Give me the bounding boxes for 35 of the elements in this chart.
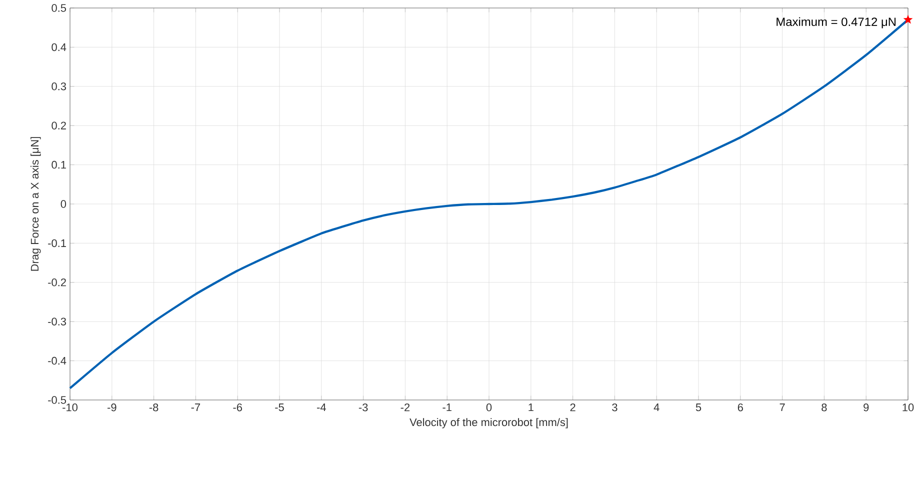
y-tick-label: 0.3 — [52, 82, 66, 90]
x-tick-label: 3 — [612, 404, 618, 412]
y-tick-label: -0.3 — [48, 318, 66, 326]
y-tick-label: -0.4 — [48, 356, 66, 365]
x-tick-label: 8 — [822, 404, 827, 412]
annotation: Maximum = 0.4712 μN — [776, 17, 896, 28]
x-tick-label: -2 — [400, 404, 410, 412]
x-axis-title: Velocity of the microrobot [mm/s] — [410, 418, 568, 428]
x-tick-label: -8 — [149, 404, 158, 412]
x-tick-label: 5 — [696, 404, 702, 412]
x-tick-label: 7 — [780, 404, 785, 412]
x-tick-label: -9 — [108, 404, 116, 412]
x-tick-label: 2 — [570, 404, 576, 412]
x-tick-label: 9 — [864, 404, 869, 412]
x-tick-label: -7 — [191, 404, 200, 412]
x-tick-label: 10 — [902, 404, 914, 412]
x-tick-label: 0 — [486, 404, 492, 412]
x-tick-label: -1 — [442, 404, 452, 412]
x-tick-label: 6 — [738, 404, 743, 412]
y-tick-label: -0.5 — [48, 396, 66, 404]
y-tick-label: 0.1 — [52, 160, 66, 169]
y-tick-label: -0.2 — [48, 278, 66, 286]
x-tick-label: -4 — [317, 404, 326, 412]
x-tick-label: 1 — [528, 404, 534, 412]
y-tick-label: 0.4 — [52, 43, 66, 52]
y-tick-label: 0 — [60, 200, 66, 208]
x-tick-label: -6 — [233, 404, 242, 412]
x-tick-label: -3 — [358, 404, 368, 412]
x-tick-label: -10 — [62, 404, 78, 412]
y-tick-label: -0.1 — [48, 239, 66, 248]
x-tick-label: -5 — [275, 404, 284, 412]
x-tick-label: 4 — [654, 404, 660, 412]
y-tick-label: 0.5 — [52, 4, 66, 12]
y-axis-title: Drag Force on a X axis [μN] — [30, 137, 41, 271]
y-tick-label: 0.2 — [52, 122, 66, 130]
